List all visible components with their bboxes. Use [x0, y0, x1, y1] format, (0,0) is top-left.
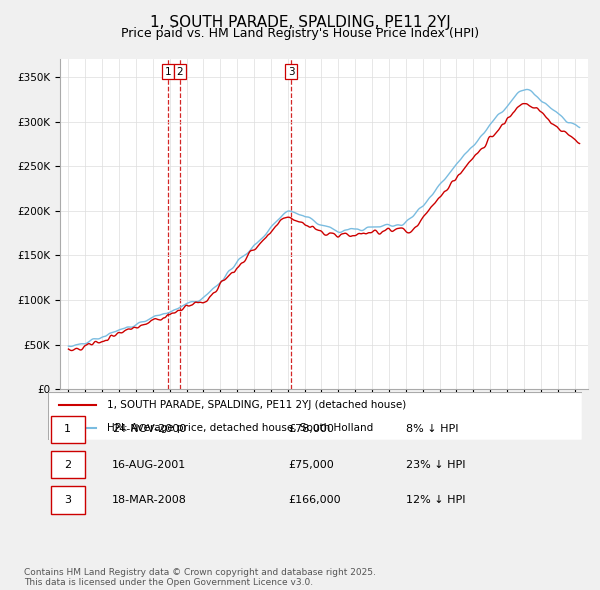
- Text: 2: 2: [64, 460, 71, 470]
- Text: Contains HM Land Registry data © Crown copyright and database right 2025.
This d: Contains HM Land Registry data © Crown c…: [24, 568, 376, 587]
- Text: Price paid vs. HM Land Registry's House Price Index (HPI): Price paid vs. HM Land Registry's House …: [121, 27, 479, 40]
- Text: £166,000: £166,000: [289, 495, 341, 505]
- FancyBboxPatch shape: [50, 415, 85, 443]
- Text: 1, SOUTH PARADE, SPALDING, PE11 2YJ (detached house): 1, SOUTH PARADE, SPALDING, PE11 2YJ (det…: [107, 400, 406, 410]
- Text: 3: 3: [288, 67, 295, 77]
- Text: 16-AUG-2001: 16-AUG-2001: [112, 460, 187, 470]
- Text: 1: 1: [164, 67, 171, 77]
- FancyBboxPatch shape: [48, 392, 582, 440]
- Text: 12% ↓ HPI: 12% ↓ HPI: [406, 495, 465, 505]
- Text: 3: 3: [64, 495, 71, 505]
- Text: 1, SOUTH PARADE, SPALDING, PE11 2YJ: 1, SOUTH PARADE, SPALDING, PE11 2YJ: [149, 15, 451, 30]
- Text: 24-NOV-2000: 24-NOV-2000: [112, 424, 187, 434]
- Text: 2: 2: [176, 67, 183, 77]
- Text: £78,000: £78,000: [289, 424, 334, 434]
- Text: HPI: Average price, detached house, South Holland: HPI: Average price, detached house, Sout…: [107, 423, 373, 432]
- FancyBboxPatch shape: [50, 451, 85, 478]
- Text: 18-MAR-2008: 18-MAR-2008: [112, 495, 187, 505]
- FancyBboxPatch shape: [50, 486, 85, 514]
- Text: 23% ↓ HPI: 23% ↓ HPI: [406, 460, 465, 470]
- Text: 1: 1: [64, 424, 71, 434]
- Text: £75,000: £75,000: [289, 460, 334, 470]
- Text: 8% ↓ HPI: 8% ↓ HPI: [406, 424, 458, 434]
